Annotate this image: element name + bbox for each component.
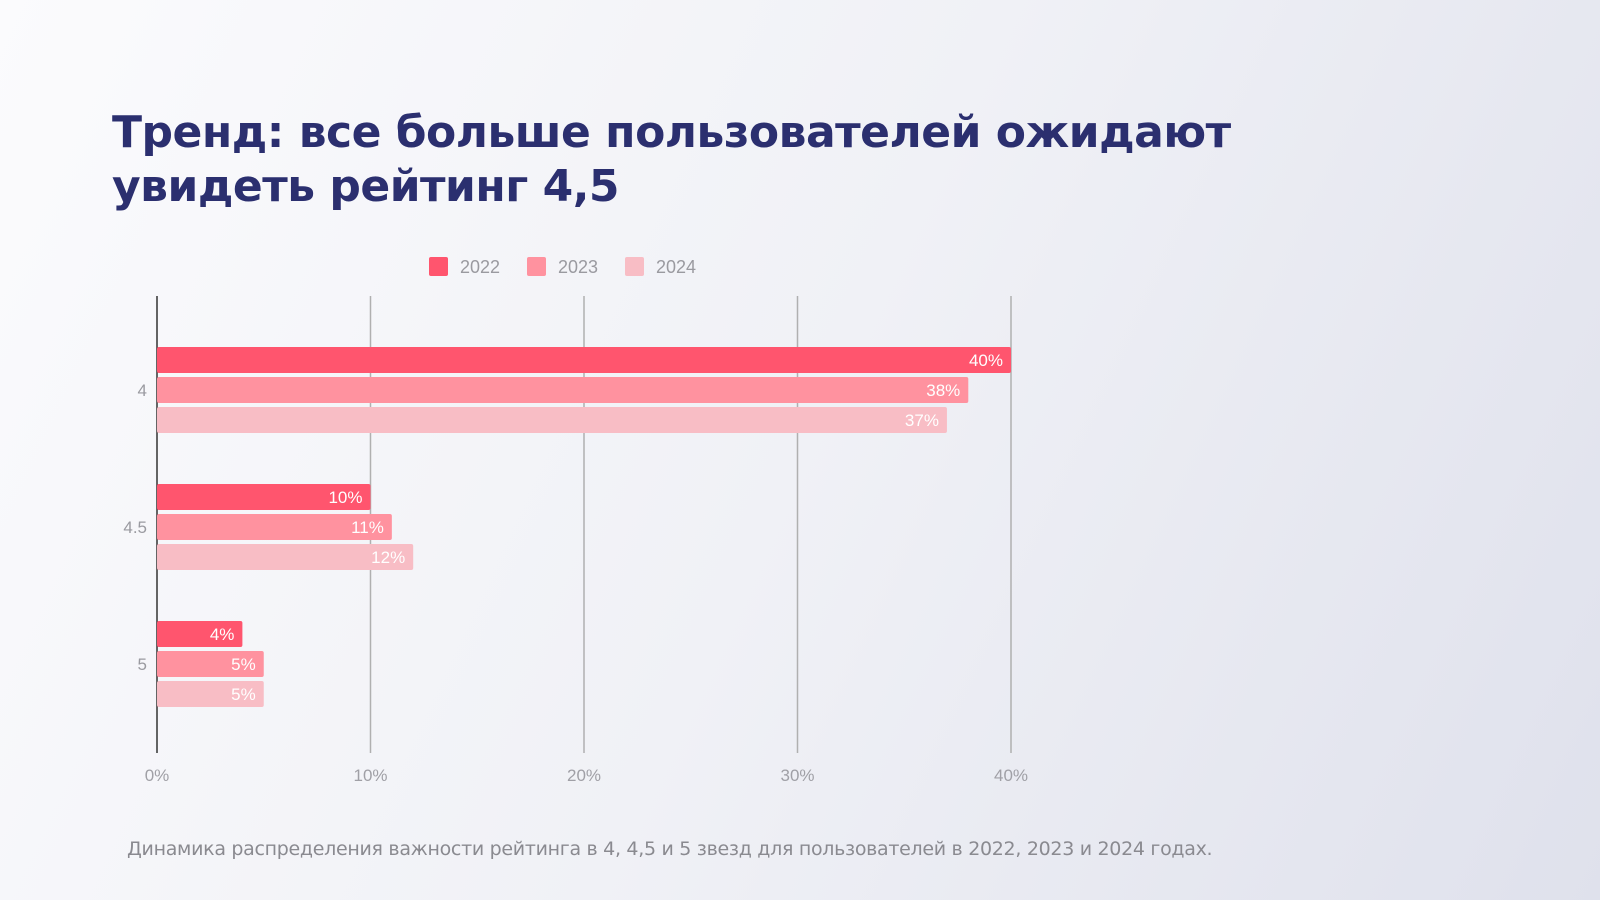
legend-label: 2022	[460, 257, 500, 277]
data-label: 10%	[328, 488, 362, 507]
x-tick-label: 30%	[780, 766, 814, 785]
data-label: 4%	[210, 625, 235, 644]
bar	[157, 651, 264, 677]
data-label: 5%	[231, 685, 256, 704]
page-title: Тренд: все больше пользователей ожидают …	[112, 106, 1231, 214]
x-tick-label: 10%	[353, 766, 387, 785]
bar	[157, 377, 969, 403]
data-label: 5%	[231, 655, 256, 674]
data-label: 38%	[926, 381, 960, 400]
data-label: 40%	[969, 351, 1003, 370]
chart-caption: Динамика распределения важности рейтинга…	[127, 838, 1213, 860]
x-tick-label: 20%	[567, 766, 601, 785]
bar	[157, 407, 947, 433]
category-label: 5	[138, 655, 147, 674]
x-tick-label: 0%	[145, 766, 170, 785]
bar	[157, 514, 392, 540]
data-label: 11%	[351, 518, 384, 537]
bar	[157, 681, 264, 707]
data-label: 37%	[905, 411, 939, 430]
title-line-2: увидеть рейтинг 4,5	[112, 161, 620, 212]
bar	[157, 544, 414, 570]
bar	[157, 621, 243, 647]
title-line-1: Тренд: все больше пользователей ожидают	[112, 107, 1231, 158]
legend-swatch	[625, 257, 644, 276]
bar	[157, 347, 1011, 373]
bar	[157, 484, 371, 510]
legend-swatch	[429, 257, 448, 276]
category-label: 4	[138, 381, 147, 400]
legend-swatch	[527, 257, 546, 276]
data-label: 12%	[371, 548, 405, 567]
legend-label: 2024	[656, 257, 696, 277]
x-tick-label: 40%	[994, 766, 1028, 785]
legend-label: 2023	[558, 257, 598, 277]
category-label: 4.5	[123, 518, 147, 537]
